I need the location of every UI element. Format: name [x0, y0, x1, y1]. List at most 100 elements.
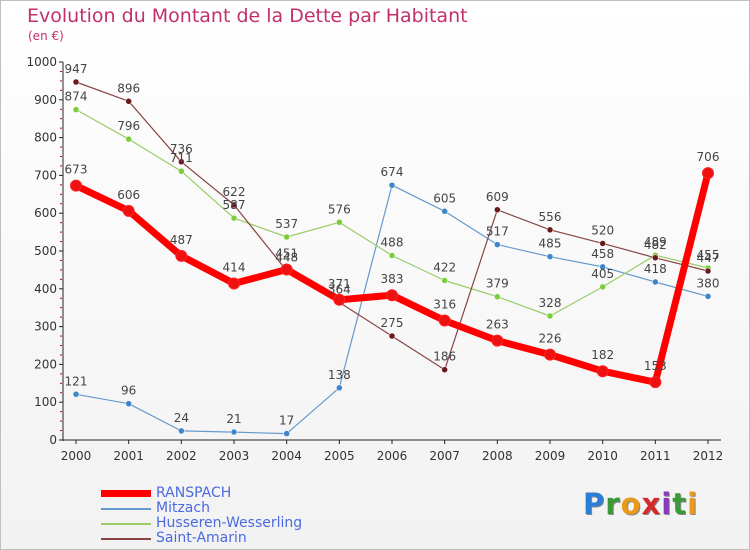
x-tick-label: 2003 — [219, 449, 250, 463]
data-label-husseren-wesserling: 796 — [117, 119, 140, 133]
data-point-saint-amarin — [388, 332, 396, 340]
data-label-saint-amarin: 622 — [223, 185, 246, 199]
data-label-mitzach: 458 — [591, 247, 614, 261]
x-tick-label: 2012 — [693, 449, 724, 463]
data-label-husseren-wesserling: 328 — [539, 296, 562, 310]
y-tick-label: 400 — [34, 282, 57, 296]
data-label-saint-amarin: 520 — [591, 223, 614, 237]
data-label-mitzach: 96 — [121, 384, 136, 398]
logo-letter: t — [672, 487, 688, 521]
data-label-husseren-wesserling: 422 — [433, 260, 456, 274]
data-point-mitzach — [388, 181, 396, 189]
data-point-ranspach — [228, 277, 240, 290]
data-point-mitzach — [230, 428, 238, 436]
logo-letter: P — [583, 487, 606, 521]
legend-swatch-husseren-wesserling — [101, 523, 151, 525]
chart-title: Evolution du Montant de la Dette par Hab… — [27, 5, 468, 27]
data-point-husseren-wesserling — [283, 233, 290, 241]
y-tick-label: 700 — [34, 168, 57, 182]
data-point-mitzach — [704, 293, 712, 300]
data-label-husseren-wesserling: 489 — [644, 235, 667, 249]
data-label-ranspach: 673 — [65, 163, 88, 177]
data-label-mitzach: 674 — [381, 165, 404, 179]
data-point-ranspach — [386, 289, 398, 302]
y-tick-label: 0 — [49, 433, 57, 447]
y-tick-label: 300 — [34, 320, 57, 334]
data-label-ranspach: 182 — [591, 348, 614, 362]
data-point-saint-amarin — [546, 226, 554, 234]
data-label-ranspach: 706 — [697, 150, 720, 164]
x-tick-label: 2004 — [271, 449, 302, 463]
data-label-mitzach: 138 — [328, 368, 351, 382]
data-label-saint-amarin: 448 — [275, 251, 298, 265]
data-point-husseren-wesserling — [178, 167, 185, 175]
data-point-mitzach — [652, 278, 659, 286]
data-point-saint-amarin — [178, 158, 185, 166]
x-tick-label: 2011 — [640, 449, 671, 463]
data-point-ranspach — [333, 293, 346, 306]
legend-label-mitzach: Mitzach — [156, 500, 210, 516]
legend-swatch-ranspach — [101, 490, 151, 497]
y-tick-label: 800 — [34, 131, 57, 145]
data-label-husseren-wesserling: 488 — [381, 236, 404, 250]
data-point-mitzach — [125, 400, 132, 407]
data-point-ranspach — [596, 365, 609, 378]
logo-letter: r — [605, 487, 621, 521]
data-point-husseren-wesserling — [546, 312, 554, 320]
data-label-saint-amarin: 186 — [433, 350, 456, 364]
data-point-ranspach — [702, 167, 714, 180]
y-tick-label: 500 — [34, 244, 57, 258]
data-label-mitzach: 418 — [644, 262, 667, 276]
data-labels: 121 96 24 21 17 138 674 605 517 485 458 418 380 874 79… — [65, 62, 720, 428]
data-label-saint-amarin: 947 — [65, 62, 88, 76]
data-label-husseren-wesserling: 874 — [65, 90, 88, 104]
y-tick-label: 600 — [34, 206, 57, 220]
data-label-saint-amarin: 556 — [539, 210, 562, 224]
legend-swatch-mitzach — [101, 508, 151, 510]
data-point-husseren-wesserling — [441, 277, 448, 284]
x-tick-label: 2010 — [587, 449, 618, 463]
data-label-husseren-wesserling: 576 — [328, 202, 351, 216]
data-label-saint-amarin: 736 — [170, 142, 193, 156]
data-label-husseren-wesserling: 587 — [223, 198, 246, 212]
logo-letter: i — [687, 487, 699, 521]
data-point-saint-amarin — [441, 366, 448, 373]
logo-letter: i — [661, 487, 673, 521]
data-label-mitzach: 121 — [65, 374, 88, 388]
x-tick-label: 2009 — [535, 449, 566, 463]
axes: 0 100 200 300 400 500 600 700 800 900 1000 2000 2001… — [26, 55, 723, 463]
data-point-saint-amarin — [494, 206, 501, 214]
data-point-mitzach — [336, 384, 343, 392]
data-label-ranspach: 371 — [328, 277, 351, 291]
data-point-husseren-wesserling — [125, 135, 132, 143]
data-label-mitzach: 21 — [226, 412, 241, 426]
data-point-mitzach — [441, 208, 448, 215]
data-label-saint-amarin: 447 — [697, 251, 720, 265]
data-point-ranspach — [491, 334, 504, 347]
x-tick-label: 2000 — [61, 449, 92, 463]
data-point-saint-amarin — [230, 201, 238, 209]
data-point-saint-amarin — [652, 254, 659, 262]
data-point-mitzach — [494, 241, 501, 248]
data-label-saint-amarin: 482 — [644, 238, 667, 252]
data-label-ranspach: 451 — [275, 247, 298, 261]
legend-label-ranspach: RANSPACH — [156, 485, 232, 501]
data-point-mitzach — [72, 391, 80, 398]
data-point-mitzach — [546, 253, 554, 260]
data-point-saint-amarin — [72, 78, 80, 86]
data-label-ranspach: 153 — [644, 359, 667, 373]
data-point-saint-amarin — [599, 240, 606, 247]
logo-letter: x — [641, 487, 662, 521]
data-point-mitzach — [599, 263, 606, 271]
data-point-ranspach — [649, 376, 662, 389]
proxiti-logo: Proxiti — [583, 487, 698, 521]
data-point-husseren-wesserling — [494, 293, 501, 300]
data-point-mitzach — [178, 427, 185, 435]
x-tick-label: 2006 — [377, 449, 408, 463]
logo-letter: o — [620, 487, 642, 521]
data-point-mitzach — [283, 430, 290, 437]
data-label-ranspach: 487 — [170, 233, 193, 247]
data-label-saint-amarin: 364 — [328, 282, 351, 296]
data-label-ranspach: 414 — [223, 261, 246, 275]
